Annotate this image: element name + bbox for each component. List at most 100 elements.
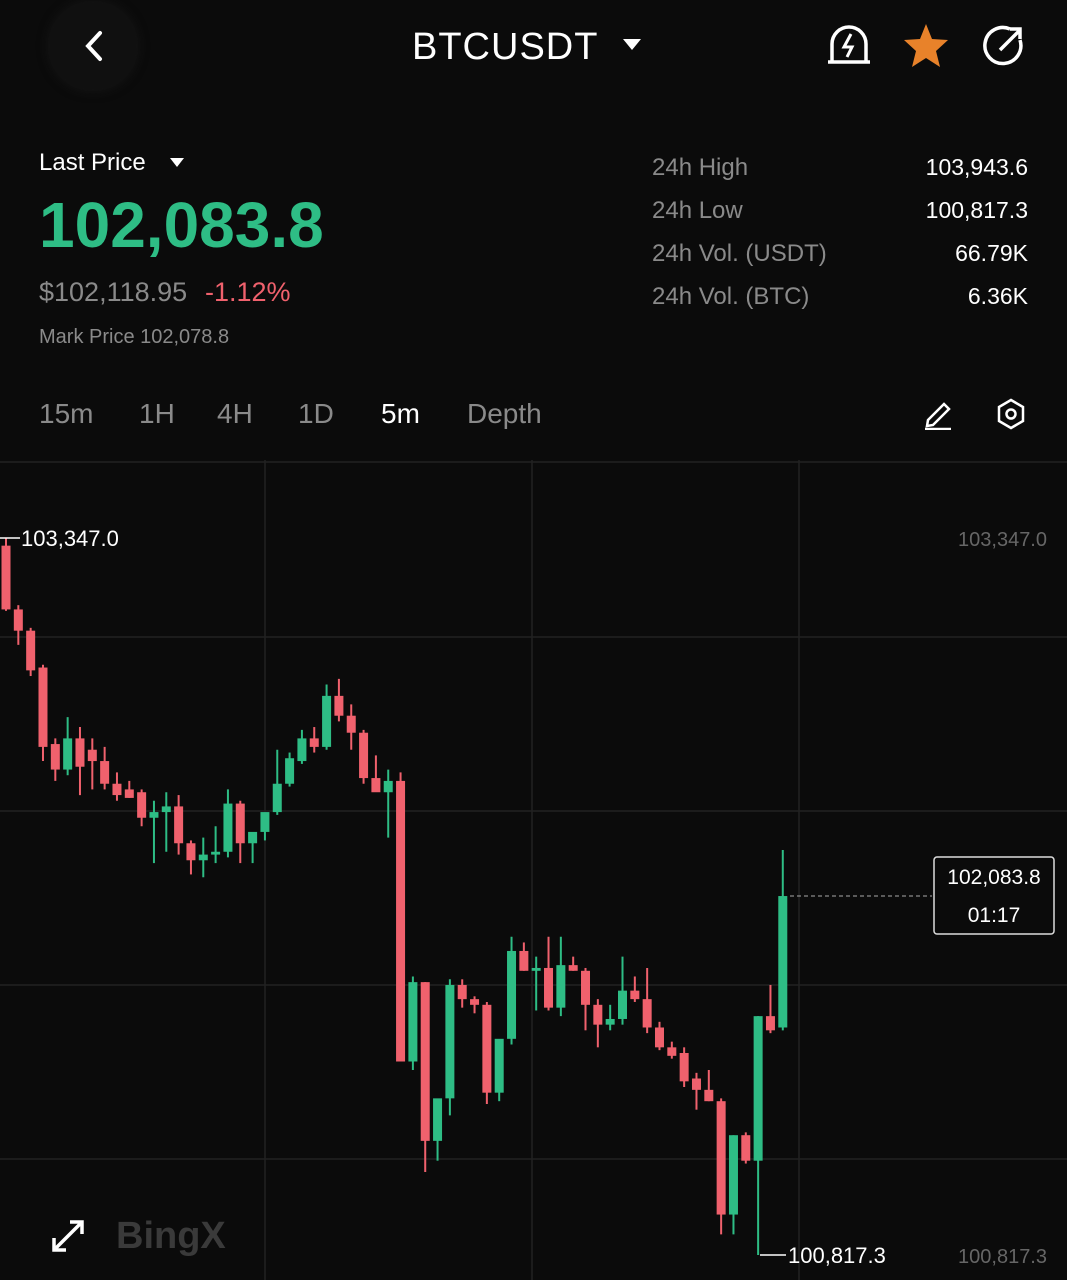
candle-body	[433, 1098, 443, 1141]
stat-label: 24h Vol. (BTC)	[652, 283, 810, 310]
candle-body	[161, 806, 171, 813]
change: -1.12%	[205, 277, 291, 307]
candle-body	[309, 738, 319, 747]
candle-body	[482, 1004, 492, 1093]
candle-body	[359, 732, 369, 779]
candle-body	[149, 812, 159, 818]
chart: BingX 103,347.0 100,817.3 103,347.0 100,817…	[0, 460, 1067, 1280]
stat-label: 24h High	[652, 154, 749, 181]
candle-body	[630, 990, 640, 1000]
candle-body	[593, 1004, 603, 1025]
candle-body	[63, 738, 73, 770]
timeframe-tab[interactable]: 1D	[298, 398, 334, 429]
candle-body	[691, 1078, 701, 1090]
stat-value: 66.79K	[955, 240, 1028, 266]
candle-body	[667, 1047, 677, 1056]
back-button[interactable]	[50, 3, 136, 89]
candle-body	[100, 761, 110, 784]
stat-label: 24h Low	[652, 197, 743, 224]
candle-body	[445, 984, 455, 1099]
candle-body	[519, 950, 529, 971]
timeframe-tab[interactable]: 5m	[381, 398, 420, 429]
candle-body	[679, 1052, 689, 1082]
symbol-title[interactable]: BTCUSDT	[412, 26, 599, 68]
grid	[0, 460, 1067, 1280]
candle-body	[470, 999, 480, 1005]
candle-body	[235, 803, 245, 844]
candle-body	[322, 695, 332, 747]
candle-body	[211, 851, 221, 855]
stat-value: 100,817.3	[925, 197, 1028, 223]
candle-body	[297, 738, 307, 762]
stat-value: 6.36K	[967, 283, 1028, 309]
candle-body	[112, 783, 122, 796]
last-price: 102,083.8	[39, 189, 324, 261]
candle-body	[50, 744, 60, 770]
candle-body	[704, 1089, 714, 1102]
y-tick-label: 100,817.3	[958, 1246, 1047, 1268]
candle-body	[38, 667, 48, 747]
candle-body	[654, 1027, 664, 1048]
stat-label: 24h Vol. (USDT)	[652, 240, 827, 267]
settings-icon[interactable]	[996, 398, 1028, 430]
candle-body	[346, 715, 356, 733]
stat-value: 103,943.6	[925, 154, 1028, 180]
usd-price: $102,118.95	[39, 277, 188, 307]
candle-body	[728, 1135, 738, 1215]
candle-body	[260, 812, 270, 832]
candle-body	[174, 806, 184, 844]
candle-body	[248, 831, 258, 844]
candle-body	[26, 630, 36, 671]
mark-price: Mark Price 102,078.8	[39, 326, 230, 348]
candle-body	[544, 967, 554, 1008]
dropdown-icon[interactable]	[622, 38, 642, 52]
candle-body	[716, 1101, 726, 1215]
candle-body	[75, 738, 85, 767]
candle-body	[753, 1016, 763, 1161]
timeframe-tab[interactable]: 1H	[139, 398, 175, 429]
candle-body	[642, 999, 652, 1028]
favorite-icon[interactable]	[902, 22, 950, 70]
candle-body	[186, 843, 196, 861]
candle-body	[568, 965, 578, 971]
timeframe-tab[interactable]: 15m	[39, 398, 94, 429]
dropdown-icon	[170, 158, 184, 167]
candle-body	[1, 545, 11, 610]
candle-body	[396, 780, 406, 1062]
candle-body	[334, 695, 344, 716]
candle-body	[778, 896, 788, 1028]
candle-body	[383, 780, 393, 793]
candle-body	[137, 792, 147, 818]
candle-body	[605, 1018, 615, 1025]
candle-body	[285, 758, 295, 784]
candle-body	[531, 967, 541, 971]
y-tick-label: 103,347.0	[958, 529, 1047, 551]
candle-body	[223, 803, 233, 852]
share-icon[interactable]	[980, 22, 1028, 70]
last-price-label[interactable]: Last Price	[39, 149, 146, 176]
candle-body	[457, 984, 467, 1000]
price-tag-value: 102,083.8	[947, 866, 1040, 889]
candle-body	[371, 778, 381, 793]
high-label: 103,347.0	[21, 526, 119, 551]
timeframe-tab[interactable]: 4H	[217, 398, 253, 429]
candle-body	[507, 950, 517, 1039]
candle-body	[87, 749, 97, 762]
low-label: 100,817.3	[788, 1243, 886, 1268]
timeframe-tab[interactable]: Depth	[467, 398, 542, 429]
price-tag	[933, 856, 1055, 935]
back-icon	[85, 31, 102, 61]
candle-body	[741, 1135, 751, 1161]
candle-body	[420, 982, 430, 1141]
alert-icon[interactable]	[826, 22, 872, 68]
draw-icon[interactable]	[922, 398, 954, 430]
countdown: 01:17	[968, 904, 1021, 927]
candle-body	[198, 854, 208, 861]
candle-body	[765, 1016, 775, 1031]
expand-icon[interactable]	[52, 1220, 84, 1252]
candle-body	[494, 1038, 504, 1093]
watermark: BingX	[116, 1215, 226, 1257]
candle-body	[408, 982, 418, 1062]
candle-body	[618, 990, 627, 1019]
